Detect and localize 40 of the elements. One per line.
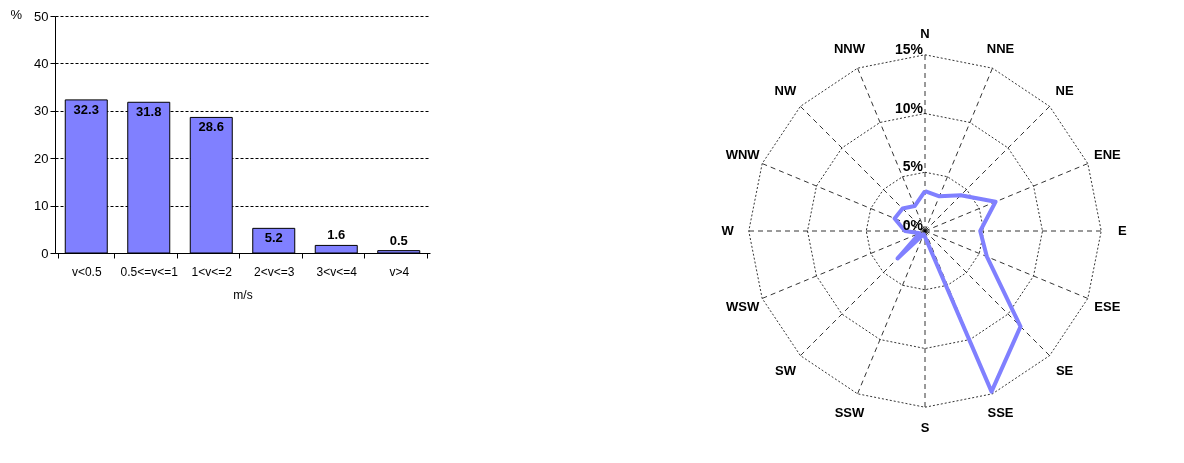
x-axis-title: m/s	[233, 287, 253, 302]
spoke-label: S	[920, 420, 930, 436]
y-axis-title: %	[10, 6, 23, 22]
spoke-label: SW	[774, 362, 797, 378]
data-label: 31.8	[136, 104, 162, 120]
spoke-label: SSE	[987, 405, 1014, 421]
data-label: 0.5	[389, 232, 408, 248]
data-label: 32.3	[73, 101, 99, 117]
y-tick-label: 0	[41, 245, 49, 261]
spoke-label: N	[920, 25, 930, 41]
y-tick-label: 10	[34, 198, 49, 214]
spoke-label: SSW	[834, 405, 865, 421]
spoke-label: WSW	[726, 298, 760, 314]
spoke-label: NW	[774, 83, 797, 99]
spoke-label: SE	[1055, 362, 1074, 378]
x-tick-label: v>4	[389, 264, 410, 279]
x-tick-label: v<0.5	[71, 264, 102, 279]
spoke-label: NE	[1055, 83, 1074, 99]
spoke-label: WNW	[725, 147, 761, 163]
spoke-label: NNW	[833, 40, 866, 56]
y-tick-label: 50	[34, 8, 49, 24]
spoke-label: ESE	[1094, 298, 1121, 314]
spoke-label: NNE	[986, 40, 1015, 56]
y-tick-label: 20	[34, 150, 49, 166]
spoke-label: ENE	[1093, 147, 1122, 163]
x-tick-label: 0.5<=v<=1	[120, 264, 179, 279]
y-tick-label: 40	[34, 55, 49, 71]
x-tick-label: 1<v<=2	[191, 264, 233, 279]
x-tick-label: 3<v<=4	[316, 264, 358, 279]
y-tick-label: 15%	[894, 40, 924, 57]
data-label: 28.6	[198, 119, 224, 135]
data-label: 5.2	[264, 230, 283, 246]
y-tick-label: 5%	[902, 158, 924, 175]
y-tick-label: 10%	[894, 99, 924, 116]
spoke-label: W	[721, 223, 735, 238]
data-label: 1.6	[327, 227, 346, 243]
y-tick-label: 0%	[902, 217, 924, 233]
x-tick-label: 2<v<=3	[254, 264, 295, 279]
spoke-label: E	[1118, 223, 1128, 238]
y-tick-label: 30	[34, 103, 49, 119]
